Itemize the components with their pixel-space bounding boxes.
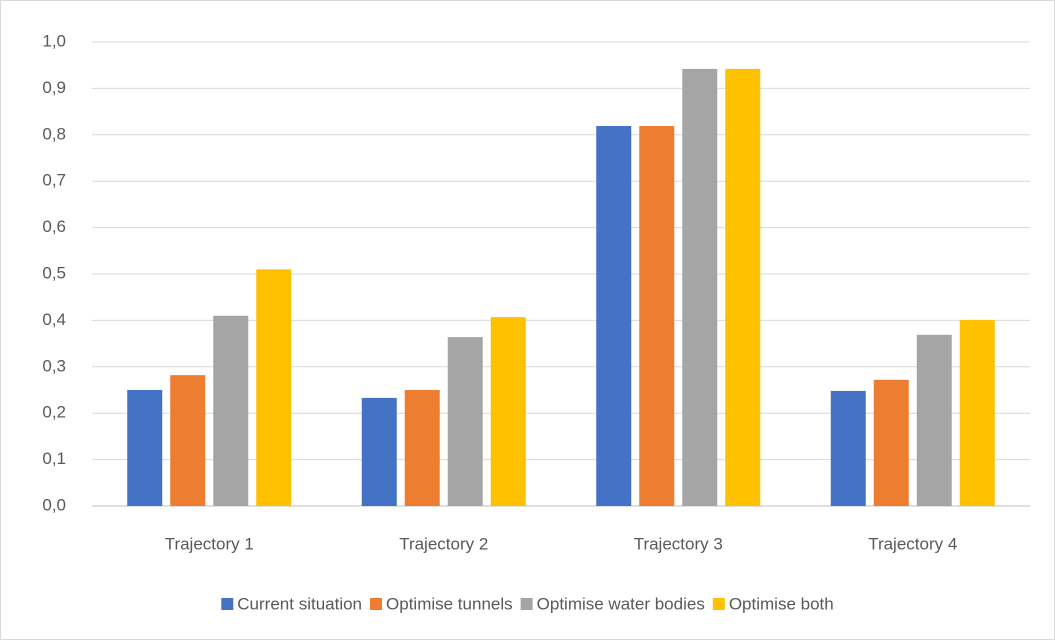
bar — [404, 390, 440, 506]
y-tick-label: 0,0 — [42, 495, 66, 514]
bar — [873, 379, 909, 506]
y-tick-label: 1,0 — [42, 31, 66, 50]
legend-label: Optimise tunnels — [386, 594, 513, 613]
bar — [490, 317, 526, 506]
legend-label: Optimise both — [729, 594, 834, 613]
y-tick-label: 0,3 — [42, 356, 66, 375]
bar — [447, 337, 483, 506]
bar — [959, 319, 995, 506]
legend-swatch — [520, 598, 533, 610]
y-tick-label: 0,2 — [42, 403, 66, 422]
bar — [596, 125, 632, 506]
x-tick-label: Trajectory 3 — [634, 534, 723, 553]
bar — [725, 68, 761, 507]
y-tick-label: 0,9 — [42, 78, 66, 97]
legend-swatch — [712, 598, 725, 610]
bar — [170, 375, 206, 506]
y-tick-label: 0,7 — [42, 171, 66, 190]
y-tick-label: 0,1 — [42, 449, 66, 468]
bar — [639, 125, 675, 506]
bar — [361, 397, 397, 506]
bar — [213, 315, 249, 506]
y-tick-label: 0,5 — [42, 263, 66, 282]
y-tick-label: 0,4 — [42, 310, 66, 329]
bar — [127, 390, 163, 506]
bar — [682, 68, 718, 507]
legend-swatch — [370, 598, 383, 610]
legend-label: Optimise water bodies — [537, 594, 705, 613]
bar — [916, 334, 952, 506]
bar — [256, 269, 292, 506]
x-tick-label: Trajectory 4 — [868, 534, 957, 553]
legend-label: Current situation — [237, 594, 362, 613]
y-tick-label: 0,8 — [42, 124, 66, 143]
x-tick-label: Trajectory 1 — [165, 534, 254, 553]
y-tick-label: 0,6 — [42, 217, 66, 236]
legend-swatch — [221, 598, 234, 610]
x-tick-label: Trajectory 2 — [399, 534, 488, 553]
bar — [830, 390, 866, 506]
